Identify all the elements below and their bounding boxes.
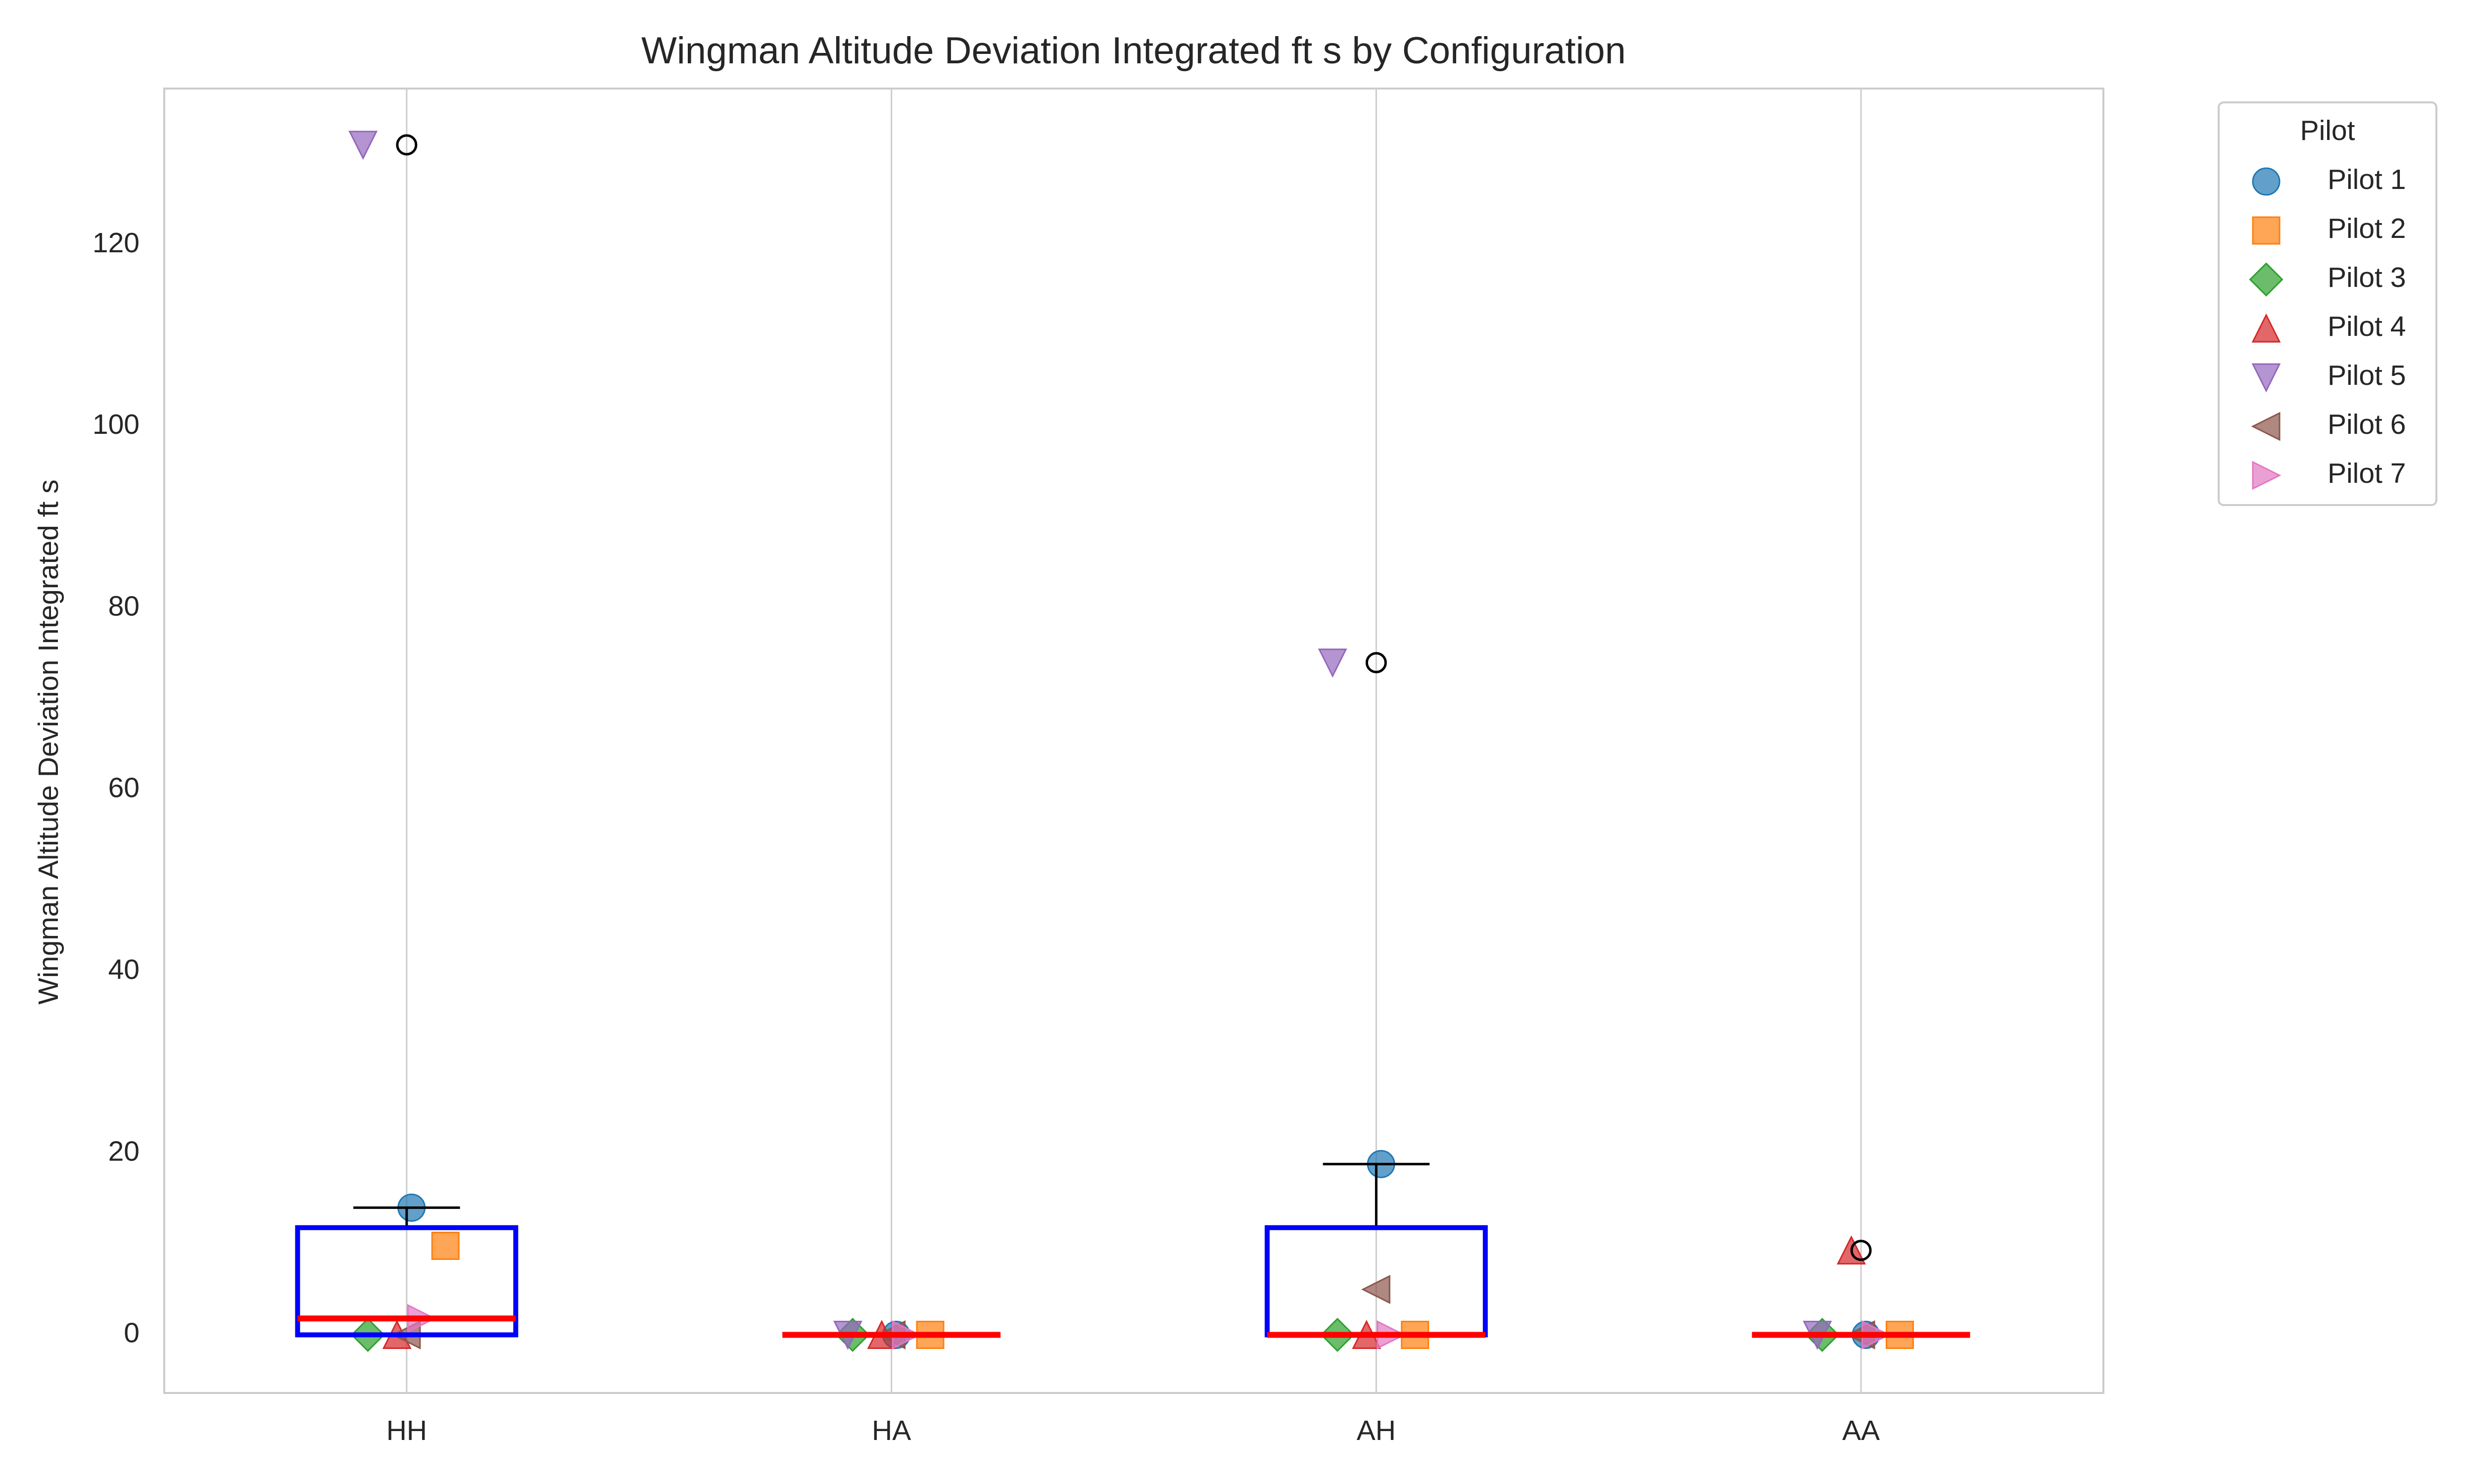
legend-marker bbox=[2249, 262, 2284, 297]
legend-marker bbox=[2251, 313, 2281, 343]
legend-marker bbox=[2251, 412, 2281, 441]
legend-label: Pilot 1 bbox=[2328, 164, 2406, 195]
legend-label: Pilot 3 bbox=[2328, 262, 2406, 293]
x-tick-label: AH bbox=[1357, 1415, 1396, 1446]
legend-marker bbox=[2251, 363, 2281, 393]
y-tick-label: 40 bbox=[108, 954, 140, 985]
box bbox=[295, 1225, 519, 1338]
y-tick-label: 20 bbox=[108, 1135, 140, 1167]
legend-marker bbox=[2252, 461, 2282, 490]
legend-label: Pilot 2 bbox=[2328, 213, 2406, 244]
x-tick-label: AA bbox=[1842, 1415, 1880, 1446]
x-tick-label: HH bbox=[386, 1415, 427, 1446]
plot-frame bbox=[163, 88, 2104, 1394]
chart-title: Wingman Altitude Deviation Integrated ft… bbox=[641, 30, 1626, 72]
y-tick-label: 120 bbox=[93, 227, 140, 259]
data-point bbox=[1361, 1275, 1390, 1304]
flier bbox=[396, 134, 418, 156]
y-tick-label: 60 bbox=[108, 772, 140, 804]
flier bbox=[1365, 652, 1387, 674]
y-axis-label: Wingman Altitude Deviation Integrated ft… bbox=[33, 479, 64, 1004]
legend-label: Pilot 6 bbox=[2328, 409, 2406, 440]
x-tick-label: HA bbox=[872, 1415, 911, 1446]
y-tick-label: 100 bbox=[93, 409, 140, 440]
legend-title: Pilot bbox=[2300, 115, 2355, 146]
flier bbox=[1850, 1240, 1872, 1261]
legend-label: Pilot 4 bbox=[2328, 311, 2406, 342]
legend-box bbox=[2218, 101, 2437, 506]
legend-marker bbox=[2252, 216, 2281, 245]
legend-label: Pilot 5 bbox=[2328, 360, 2406, 391]
data-point bbox=[348, 131, 378, 160]
data-point bbox=[1318, 649, 1347, 678]
data-point bbox=[431, 1232, 460, 1260]
y-tick-label: 80 bbox=[108, 590, 140, 622]
y-tick-label: 0 bbox=[124, 1317, 140, 1349]
legend-marker bbox=[2252, 167, 2281, 196]
legend-label: Pilot 7 bbox=[2328, 458, 2406, 489]
